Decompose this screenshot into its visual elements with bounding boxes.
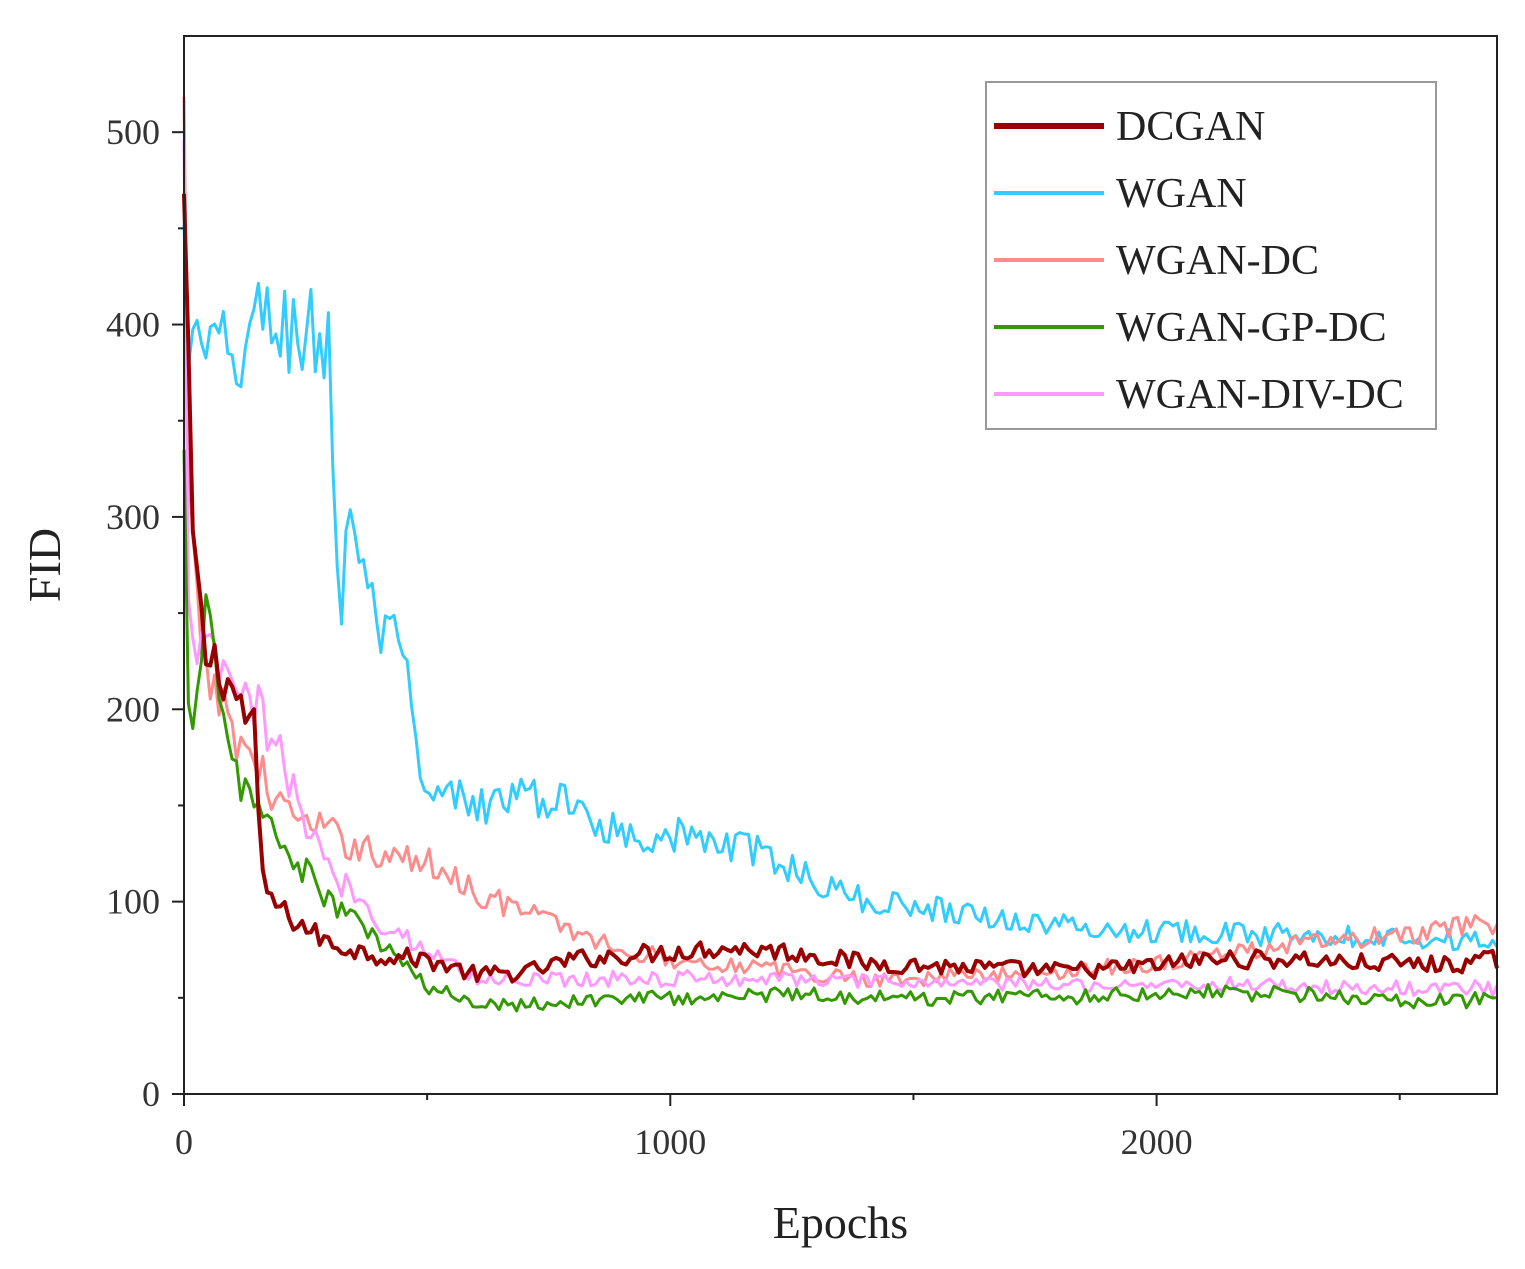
legend-label-dcgan: DCGAN: [1116, 104, 1265, 150]
series-line-wgan: [182, 224, 1499, 952]
axes-layer: 0 100 200 300 400 500 0 1000 2000: [106, 35, 1498, 1162]
series-line-dcgan: [182, 193, 1499, 984]
y-tick-label: 400: [106, 305, 160, 345]
x-tick-label: 1000: [634, 1122, 706, 1162]
plot-frame: [183, 35, 1498, 1095]
y-tick-label: 500: [106, 112, 160, 152]
legend-box: [985, 81, 1437, 430]
series-line-wgan-dc: [182, 96, 1499, 988]
series-layer: [182, 96, 1499, 1013]
legend-label-wgan-gp-dc: WGAN-GP-DC: [1116, 305, 1387, 351]
x-tick-label: 2000: [1121, 1122, 1193, 1162]
y-tick-label: 200: [106, 689, 160, 729]
y-tick-label: 0: [142, 1074, 160, 1114]
legend-label-wgan-dc: WGAN-DC: [1116, 238, 1319, 284]
x-axis-title: Epochs: [773, 1197, 908, 1248]
y-tick-label: 100: [106, 882, 160, 922]
legend-label-wgan: WGAN: [1116, 171, 1247, 217]
legend: DCGAN WGAN WGAN-DC WGAN-GP-DC WGAN-DIV-DC: [985, 81, 1437, 430]
legend-label-wgan-div-dc: WGAN-DIV-DC: [1116, 372, 1404, 418]
y-axis-title: FID: [19, 528, 70, 602]
y-tick-label: 300: [106, 497, 160, 537]
x-tick-label: 0: [175, 1122, 193, 1162]
series-line-wgan-gp-dc: [182, 449, 1498, 1013]
